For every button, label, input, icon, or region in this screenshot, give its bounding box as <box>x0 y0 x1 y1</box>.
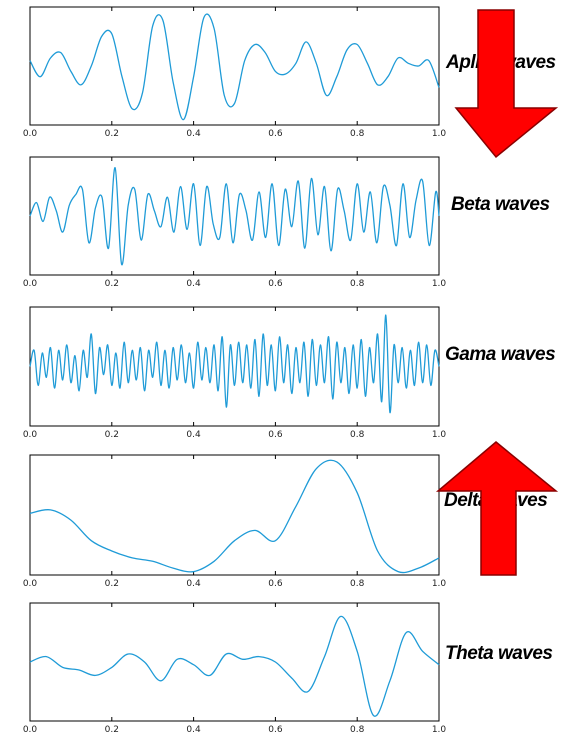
alpha-wave-panel: 0.0 0.2 0.4 0.6 0.8 1.0 <box>23 6 447 139</box>
up-arrow-icon <box>435 441 559 576</box>
theta-plot-frame <box>29 602 440 722</box>
gama-wave-label: Gama waves <box>445 344 556 365</box>
theta-x-tick-label: 0.0 <box>23 725 38 735</box>
theta-wave-line <box>29 615 440 717</box>
theta-x-tick-label: 0.4 <box>186 725 201 735</box>
alpha-plot-frame <box>29 6 440 126</box>
beta-x-tick-label: 0.0 <box>23 279 38 289</box>
gama-wave-line <box>29 314 440 414</box>
alpha-x-tick-label: 1.0 <box>432 129 447 139</box>
delta-wave-panel: 0.0 0.2 0.4 0.6 0.8 1.0 <box>23 454 447 589</box>
alpha-x-tick-label: 0.0 <box>23 129 38 139</box>
beta-x-tick-label: 0.4 <box>186 279 201 289</box>
alpha-x-tick-label: 0.8 <box>350 129 365 139</box>
down-arrow-icon <box>454 9 559 159</box>
alpha-x-tick-label: 0.6 <box>268 129 283 139</box>
theta-x-tick-label: 0.2 <box>105 725 119 735</box>
theta-wave-panel: 0.0 0.2 0.4 0.6 0.8 1.0 <box>23 602 447 735</box>
delta-x-tick-label: 0.8 <box>350 579 365 589</box>
delta-x-tick-label: 0.6 <box>268 579 283 589</box>
delta-wave-line <box>29 459 440 574</box>
delta-x-tick-label: 0.4 <box>186 579 201 589</box>
gama-x-tick-label: 0.2 <box>105 430 119 440</box>
theta-x-tick-label: 0.6 <box>268 725 283 735</box>
theta-x-tick-label: 0.8 <box>350 725 365 735</box>
beta-wave-label: Beta waves <box>451 194 550 215</box>
gama-x-tick-label: 0.6 <box>268 430 283 440</box>
theta-wave-label: Theta waves <box>445 643 553 664</box>
gama-wave-panel: 0.0 0.2 0.4 0.6 0.8 1.0 <box>23 306 447 440</box>
beta-x-tick-label: 0.8 <box>350 279 365 289</box>
gama-x-tick-label: 0.4 <box>186 430 201 440</box>
alpha-x-tick-label: 0.2 <box>105 129 119 139</box>
beta-wave-panel: 0.0 0.2 0.4 0.6 0.8 1.0 <box>23 156 447 289</box>
delta-x-tick-label: 0.0 <box>23 579 38 589</box>
gama-x-tick-label: 1.0 <box>432 430 447 440</box>
theta-x-tick-label: 1.0 <box>432 725 447 735</box>
beta-wave-line <box>29 167 440 265</box>
beta-x-tick-label: 0.2 <box>105 279 119 289</box>
delta-x-tick-label: 1.0 <box>432 579 447 589</box>
beta-x-tick-label: 0.6 <box>268 279 283 289</box>
gama-x-tick-label: 0.0 <box>23 430 38 440</box>
delta-x-tick-label: 0.2 <box>105 579 119 589</box>
delta-plot-frame <box>29 454 440 576</box>
alpha-x-tick-label: 0.4 <box>186 129 201 139</box>
gama-x-tick-label: 0.8 <box>350 430 365 440</box>
alpha-wave-line <box>29 13 440 121</box>
beta-x-tick-label: 1.0 <box>432 279 447 289</box>
